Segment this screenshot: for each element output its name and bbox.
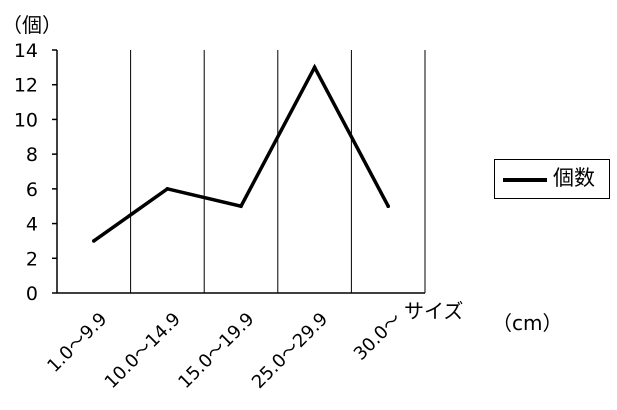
x-tick-label: 30.0～ — [350, 309, 406, 365]
y-tick-label: 14 — [14, 40, 38, 62]
data-point — [386, 204, 391, 209]
x-tick-labels: 1.0～9.910.0～14.915.0～19.925.0～29.9 30.0～ — [43, 309, 405, 393]
y-tick-label: 4 — [26, 214, 38, 236]
x-tick-label: 1.0～9.9 — [43, 309, 111, 377]
legend-label: 個数 — [553, 166, 595, 190]
data-point — [312, 65, 317, 70]
x-tick-label: 10.0～14.9 — [101, 309, 185, 393]
y-tick-label: 12 — [14, 75, 38, 97]
y-tick-label: 0 — [26, 283, 38, 305]
series-line — [92, 63, 390, 243]
unit-label: （cm） — [492, 311, 562, 335]
axes — [56, 50, 425, 294]
series-layer — [92, 63, 391, 243]
legend: 個数 — [494, 159, 610, 199]
x-axis-label: サイズ — [404, 299, 463, 323]
x-tick-label: 15.0～19.9 — [174, 309, 258, 393]
data-point — [165, 187, 170, 191]
y-tick-labels: 0 2 4 6 8 10 12 14 — [14, 40, 57, 305]
x-tick-label: 25.0～29.9 — [248, 309, 332, 393]
data-point — [92, 239, 96, 243]
y-tick-label: 6 — [26, 179, 38, 201]
y-tick-label: 2 — [26, 248, 38, 270]
y-tick-label: 8 — [26, 144, 38, 166]
legend-line-swatch — [503, 178, 547, 182]
data-point — [239, 204, 243, 209]
y-axis-label: （個） — [2, 13, 62, 37]
grid-lines — [130, 50, 426, 293]
y-tick-label: 10 — [14, 109, 38, 131]
